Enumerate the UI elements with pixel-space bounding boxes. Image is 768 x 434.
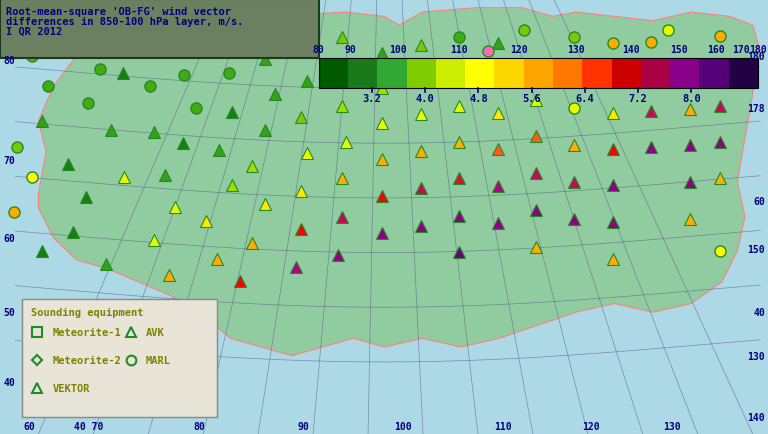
Bar <box>582 59 611 89</box>
Text: 3.2: 3.2 <box>362 94 382 104</box>
Bar <box>553 59 582 89</box>
Bar <box>495 59 524 89</box>
Text: 170: 170 <box>732 45 750 55</box>
Text: 110: 110 <box>495 421 511 431</box>
Text: 60: 60 <box>753 197 765 207</box>
Text: 110: 110 <box>451 45 468 55</box>
Text: 160: 160 <box>707 45 725 55</box>
Polygon shape <box>38 9 760 356</box>
Text: 100: 100 <box>395 421 412 431</box>
Text: 5.6: 5.6 <box>522 94 541 104</box>
Text: Sounding equipment: Sounding equipment <box>31 307 143 317</box>
Bar <box>611 59 641 89</box>
Text: 180: 180 <box>750 45 766 55</box>
Text: 90: 90 <box>345 45 356 55</box>
Bar <box>465 59 495 89</box>
Text: 178: 178 <box>747 104 765 113</box>
Text: 180: 180 <box>747 52 765 61</box>
Text: 150: 150 <box>670 45 688 55</box>
Text: I QR 2012: I QR 2012 <box>6 27 62 37</box>
Text: 80: 80 <box>194 421 206 431</box>
Text: Root-mean-square 'OB-FG' wind vector: Root-mean-square 'OB-FG' wind vector <box>6 7 231 16</box>
Text: 140: 140 <box>622 45 640 55</box>
Text: 7.2: 7.2 <box>629 94 647 104</box>
Text: 50: 50 <box>3 308 15 317</box>
Text: 100: 100 <box>389 45 406 55</box>
Text: 40: 40 <box>753 308 765 317</box>
Bar <box>319 59 348 89</box>
Text: 40 70: 40 70 <box>74 421 103 431</box>
Text: VEKTOR: VEKTOR <box>52 384 90 393</box>
Text: 130: 130 <box>664 421 680 431</box>
Text: 4.8: 4.8 <box>469 94 488 104</box>
Bar <box>0 0 319 59</box>
Text: differences in 850-100 hPa layer, m/s.: differences in 850-100 hPa layer, m/s. <box>6 16 243 26</box>
Text: 90: 90 <box>297 421 310 431</box>
Bar <box>641 59 670 89</box>
Bar <box>524 59 553 89</box>
Text: 130: 130 <box>747 351 765 361</box>
Bar <box>348 59 377 89</box>
Text: 40: 40 <box>3 377 15 387</box>
Text: 4.0: 4.0 <box>415 94 435 104</box>
Text: 80: 80 <box>313 45 325 55</box>
Text: Meteorite-1: Meteorite-1 <box>52 327 121 337</box>
Text: 60: 60 <box>23 421 35 431</box>
Text: 80: 80 <box>3 56 15 66</box>
Bar <box>436 59 465 89</box>
Text: 6.4: 6.4 <box>575 94 594 104</box>
Bar <box>377 59 406 89</box>
Bar <box>729 59 758 89</box>
Text: MARL: MARL <box>146 355 171 365</box>
Text: 8.0: 8.0 <box>682 94 701 104</box>
Bar <box>406 59 436 89</box>
Bar <box>700 59 729 89</box>
Text: 130: 130 <box>567 45 584 55</box>
Bar <box>22 299 217 417</box>
Text: AVK: AVK <box>146 327 164 337</box>
Text: 140: 140 <box>747 412 765 421</box>
Text: 150: 150 <box>747 245 765 254</box>
Text: 120: 120 <box>583 421 600 431</box>
Text: 120: 120 <box>510 45 528 55</box>
Text: 60: 60 <box>3 234 15 243</box>
Bar <box>670 59 700 89</box>
Bar <box>319 59 758 89</box>
Text: Meteorite-2: Meteorite-2 <box>52 355 121 365</box>
Text: 70: 70 <box>3 156 15 165</box>
